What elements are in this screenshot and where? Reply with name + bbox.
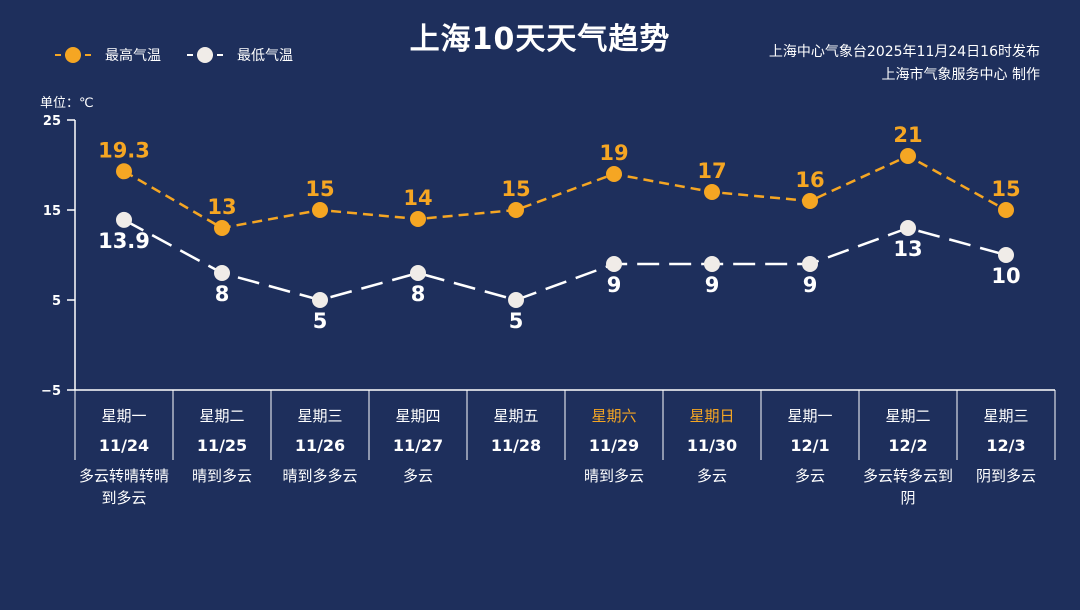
- weather-description: 晴到多云: [583, 467, 644, 485]
- weather-description: 多云转晴转晴到多云: [78, 467, 169, 507]
- data-point-low: [900, 220, 916, 236]
- data-point-high: [802, 193, 818, 209]
- data-label-low: 9: [607, 273, 622, 297]
- data-label-high: 15: [305, 177, 334, 201]
- weather-description: 多云: [794, 467, 825, 485]
- data-label-high: 14: [403, 186, 432, 210]
- date-tick-label: 12/2: [888, 436, 927, 455]
- data-point-high: [704, 184, 720, 200]
- legend: 最高气温 最低气温: [55, 45, 319, 65]
- data-point-high: [998, 202, 1014, 218]
- source-line-1: 上海中心气象台2025年11月24日16时发布: [768, 44, 1040, 60]
- weather-description: 多云: [402, 467, 433, 485]
- weather-description: 晴到多多云: [282, 467, 358, 485]
- weekday-label: 星期一: [787, 407, 832, 425]
- data-label-low: 5: [509, 309, 524, 333]
- y-tick-label: 5: [52, 294, 61, 309]
- weekday-label: 星期二: [199, 407, 244, 425]
- legend-swatch-low: [187, 47, 223, 63]
- unit-label: 单位：℃: [40, 96, 94, 111]
- data-point-low: [508, 292, 524, 308]
- series-line-low: [123, 218, 1007, 302]
- weather-description: 多云转多云到阴: [862, 467, 953, 507]
- data-point-high: [900, 148, 916, 164]
- data-point-high: [606, 166, 622, 182]
- date-tick-label: 12/3: [986, 436, 1025, 455]
- data-label-low: 9: [705, 273, 720, 297]
- data-label-low: 8: [411, 282, 426, 306]
- data-point-high: [312, 202, 328, 218]
- data-point-low: [606, 256, 622, 272]
- weekday-label: 星期五: [493, 407, 538, 425]
- data-point-high: [508, 202, 524, 218]
- weekday-label: 星期六: [591, 407, 636, 425]
- data-point-high: [214, 220, 230, 236]
- data-label-high: 19.3: [98, 138, 150, 162]
- data-label-low: 10: [991, 264, 1020, 288]
- date-tick-label: 11/25: [197, 436, 247, 455]
- data-label-high: 13: [207, 195, 236, 219]
- date-tick-label: 11/27: [393, 436, 443, 455]
- data-label-high: 19: [599, 141, 628, 165]
- weather-description: 晴到多云: [191, 467, 252, 485]
- data-label-low: 8: [215, 282, 230, 306]
- data-label-high: 15: [991, 177, 1020, 201]
- weather-description: 多云: [696, 467, 727, 485]
- date-tick-label: 11/24: [99, 436, 149, 455]
- data-label-high: 15: [501, 177, 530, 201]
- data-label-high: 21: [893, 123, 922, 147]
- y-tick-label: 15: [43, 204, 61, 219]
- weekday-label: 星期三: [983, 407, 1028, 425]
- weekday-label: 星期日: [689, 407, 734, 425]
- legend-item-high: 最高气温: [55, 45, 161, 65]
- date-tick-label: 12/1: [790, 436, 829, 455]
- legend-swatch-high: [55, 47, 91, 63]
- data-label-high: 17: [697, 159, 726, 183]
- source-line-2: 上海市气象服务中心 制作: [881, 67, 1040, 83]
- data-label-low: 13: [893, 237, 922, 261]
- data-point-high: [116, 163, 132, 180]
- data-point-low: [116, 211, 132, 228]
- data-point-low: [704, 256, 720, 272]
- data-label-low: 5: [313, 309, 328, 333]
- data-point-low: [410, 265, 426, 281]
- date-tick-label: 11/28: [491, 436, 541, 455]
- weekday-label: 星期二: [885, 407, 930, 425]
- y-tick-label: −5: [41, 384, 61, 399]
- weather-description: 阴到多云: [975, 467, 1036, 485]
- data-label-low: 13.9: [98, 229, 150, 253]
- series-line-high: [123, 154, 1007, 230]
- date-tick-label: 11/30: [687, 436, 737, 455]
- weekday-label: 星期一: [101, 407, 146, 425]
- data-point-high: [410, 211, 426, 227]
- y-tick-label: 25: [43, 114, 61, 129]
- data-point-low: [312, 292, 328, 308]
- data-point-low: [802, 256, 818, 272]
- weekday-label: 星期四: [395, 407, 440, 425]
- date-tick-label: 11/29: [589, 436, 639, 455]
- legend-item-low: 最低气温: [187, 45, 293, 65]
- chart-title: 上海10天天气趋势: [409, 22, 671, 57]
- source-credit: 上海中心气象台2025年11月24日16时发布 上海市气象服务中心 制作: [769, 41, 1040, 87]
- data-label-high: 16: [795, 168, 824, 192]
- weekday-label: 星期三: [297, 407, 342, 425]
- legend-label-low: 最低气温: [237, 48, 293, 64]
- data-label-low: 9: [803, 273, 818, 297]
- legend-label-high: 最高气温: [105, 48, 161, 64]
- data-point-low: [998, 247, 1014, 263]
- data-point-low: [214, 265, 230, 281]
- date-tick-label: 11/26: [295, 436, 345, 455]
